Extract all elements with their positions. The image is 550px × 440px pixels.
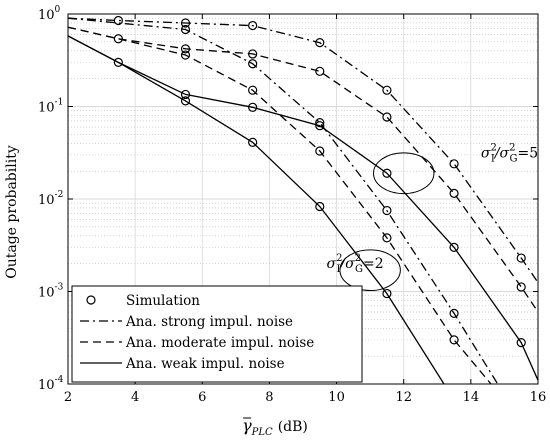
tick-layer: 2 4 6 8 10 12 14 16 10-4 10-3 10-2 10-1 100 (38, 5, 546, 405)
legend-symbol-simulation (86, 295, 96, 305)
annotation-ellipse (339, 249, 401, 292)
x-tick-label: 8 (265, 390, 273, 405)
simulation-marker (315, 66, 325, 76)
simulation-marker (315, 38, 325, 48)
simulation-marker (382, 85, 392, 95)
simulation-marker (449, 159, 459, 169)
simulation-marker (315, 117, 325, 128)
x-axis-subscript: PLC (251, 427, 273, 438)
legend-label: Simulation (126, 293, 200, 309)
simulation-marker (315, 146, 325, 156)
simulation-marker (248, 102, 258, 112)
simulation-marker (449, 188, 459, 198)
marker-layer (113, 15, 526, 348)
simulation-marker (382, 168, 392, 178)
y-tick-label: 10-3 (38, 283, 64, 301)
simulation-marker (180, 44, 191, 54)
x-axis-symbol: γ (242, 416, 252, 435)
simulation-marker (180, 18, 191, 28)
x-tick-label: 12 (395, 390, 412, 405)
annotation-ellipse (373, 152, 435, 195)
y-tick-label: 10-2 (38, 190, 63, 208)
simulation-marker (180, 89, 191, 100)
series-line-solid-ratio-2 (67, 35, 445, 385)
simulation-marker (113, 57, 123, 67)
x-tick-label: 10 (328, 390, 345, 405)
y-axis-label: Outage probability (4, 145, 20, 279)
simulation-marker (248, 59, 258, 69)
simulation-marker (180, 24, 191, 35)
legend-label: Ana. strong impul. noise (125, 314, 293, 330)
x-tick-label: 4 (131, 390, 139, 405)
simulation-marker (180, 96, 191, 106)
simulation-marker (449, 242, 459, 252)
y-tick-label: 10-1 (38, 98, 63, 116)
simulation-marker (449, 335, 459, 345)
series-line-dashdot-ratio-5 (67, 17, 539, 283)
simulation-marker (248, 20, 258, 31)
series-layer (67, 17, 539, 385)
simulation-marker (382, 205, 392, 216)
legend: Simulation Ana. strong impul. noise Ana. m… (71, 285, 363, 383)
simulation-marker (180, 50, 191, 60)
x-axis-unit: (dB) (278, 419, 308, 435)
simulation-marker (516, 338, 526, 348)
series-line-solid-ratio-5 (67, 35, 539, 381)
x-tick-label: 14 (463, 390, 480, 405)
legend-label: Ana. weak impul. noise (125, 356, 285, 372)
simulation-marker (248, 85, 258, 95)
legend-items: Simulation Ana. strong impul. noise Ana. m… (80, 293, 314, 372)
x-tick-label: 6 (198, 390, 206, 405)
annotation-label: σ2 I/σ2 G=5 (481, 143, 538, 165)
simulation-marker (516, 253, 526, 263)
simulation-marker (382, 288, 392, 299)
simulation-marker (382, 112, 392, 122)
y-tick-label: 10-4 (38, 375, 64, 393)
legend-box (71, 285, 363, 383)
x-tick-label: 2 (64, 390, 72, 405)
series-line-dashdot-ratio-2 (67, 17, 499, 385)
y-tick-label: 100 (38, 5, 61, 23)
simulation-marker (516, 282, 526, 292)
simulation-marker (248, 49, 258, 59)
series-line-dashed-ratio-5 (67, 26, 539, 313)
simulation-marker (113, 15, 123, 26)
series-line-dashed-ratio-2 (67, 26, 492, 385)
annotation-layer: σ2 I/σ2 G=5 σ2 I/σ2 G=2 (327, 143, 538, 292)
x-tick-label: 16 (530, 390, 547, 405)
simulation-marker (449, 308, 459, 318)
simulation-marker (315, 121, 325, 131)
simulation-marker (315, 201, 325, 212)
legend-label: Ana. moderate impul. noise (125, 335, 314, 351)
simulation-marker (113, 34, 123, 44)
simulation-marker (248, 137, 258, 147)
annotation-label: σ2 I/σ2 G=2 (327, 253, 384, 275)
x-axis-label: γPLC (dB) (242, 416, 308, 438)
simulation-marker (382, 233, 392, 243)
